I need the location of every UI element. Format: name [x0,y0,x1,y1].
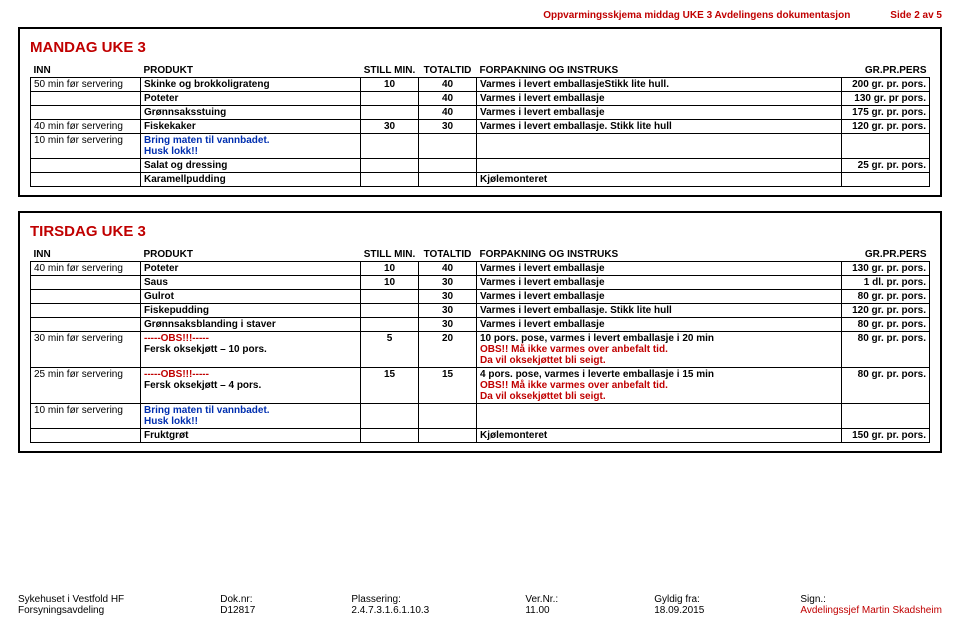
table-row: 40 min før serveringPoteter1040Varmes i … [31,262,930,276]
footer-plassering: 2.4.7.3.1.6.1.10.3 [351,605,429,616]
footer-col-5: Gyldig fra: 18.09.2015 [654,594,704,616]
tirsdag-title: TIRSDAG UKE 3 [30,223,930,240]
col-still: STILL MIN. [361,64,419,78]
footer-col-6: Sign.: Avdelingssjef Martin Skadsheim [800,594,942,616]
col-pers: GR.PR.PERS [842,248,930,262]
mandag-table: INN PRODUKT STILL MIN. TOTALTID FORPAKNI… [30,64,930,187]
footer-col-4: Ver.Nr.: 11.00 [525,594,558,616]
page-footer: Sykehuset i Vestfold HF Forsyningsavdeli… [18,594,942,616]
footer-sign: Avdelingssjef Martin Skadsheim [800,605,942,616]
doc-title: Oppvarmingsskjema middag UKE 3 Avdelinge… [543,10,850,21]
page-number: Side 2 av 5 [890,10,942,21]
table-row: Saus1030Varmes i levert emballasje1 dl. … [31,276,930,290]
table-row: Grønnsaksstuing40Varmes i levert emballa… [31,106,930,120]
col-inn: INN [31,64,141,78]
tirsdag-frame: TIRSDAG UKE 3 INN PRODUKT STILL MIN. TOT… [18,211,942,453]
mandag-title: MANDAG UKE 3 [30,39,930,56]
footer-plassering-label: Plassering: [351,594,400,605]
table-row: 10 min før serveringBring maten til vann… [31,134,930,159]
footer-doknr-label: Dok.nr: [220,594,252,605]
col-produkt: PRODUKT [141,64,361,78]
table-row: 50 min før serveringSkinke og brokkoligr… [31,78,930,92]
footer-doknr: D12817 [220,605,255,616]
table-row: Gulrot30Varmes i levert emballasje80 gr.… [31,290,930,304]
page-header: Oppvarmingsskjema middag UKE 3 Avdelinge… [18,10,942,21]
table-row: Salat og dressing25 gr. pr. pors. [31,159,930,173]
col-totaltid: TOTALTID [419,248,477,262]
footer-sign-label: Sign.: [800,594,826,605]
col-instruks: FORPAKNING OG INSTRUKS [477,248,842,262]
table-row: Grønnsaksblanding i staver30Varmes i lev… [31,318,930,332]
col-produkt: PRODUKT [141,248,361,262]
footer-vernr-label: Ver.Nr.: [525,594,558,605]
footer-col-1: Sykehuset i Vestfold HF Forsyningsavdeli… [18,594,124,616]
table-row: 25 min før servering-----OBS!!!-----Fers… [31,368,930,404]
col-totaltid: TOTALTID [419,64,477,78]
footer-org: Sykehuset i Vestfold HF [18,594,124,605]
col-pers: GR.PR.PERS [842,64,930,78]
mandag-frame: MANDAG UKE 3 INN PRODUKT STILL MIN. TOTA… [18,27,942,197]
footer-col-2: Dok.nr: D12817 [220,594,255,616]
footer-vernr: 11.00 [525,605,549,616]
table-row: FruktgrøtKjølemonteret150 gr. pr. pors. [31,429,930,443]
footer-gyldig-label: Gyldig fra: [654,594,700,605]
col-inn: INN [31,248,141,262]
tirsdag-table: INN PRODUKT STILL MIN. TOTALTID FORPAKNI… [30,248,930,443]
footer-col-3: Plassering: 2.4.7.3.1.6.1.10.3 [351,594,429,616]
footer-dept: Forsyningsavdeling [18,605,104,616]
table-row: 40 min før serveringFiskekaker3030Varmes… [31,120,930,134]
col-still: STILL MIN. [361,248,419,262]
footer-gyldig: 18.09.2015 [654,605,704,616]
table-row: 30 min før servering-----OBS!!!-----Fers… [31,332,930,368]
table-row: Poteter40Varmes i levert emballasje130 g… [31,92,930,106]
table-row: KaramellpuddingKjølemonteret [31,173,930,187]
table-row: 10 min før serveringBring maten til vann… [31,404,930,429]
col-instruks: FORPAKNING OG INSTRUKS [477,64,842,78]
table-row: Fiskepudding30Varmes i levert emballasje… [31,304,930,318]
